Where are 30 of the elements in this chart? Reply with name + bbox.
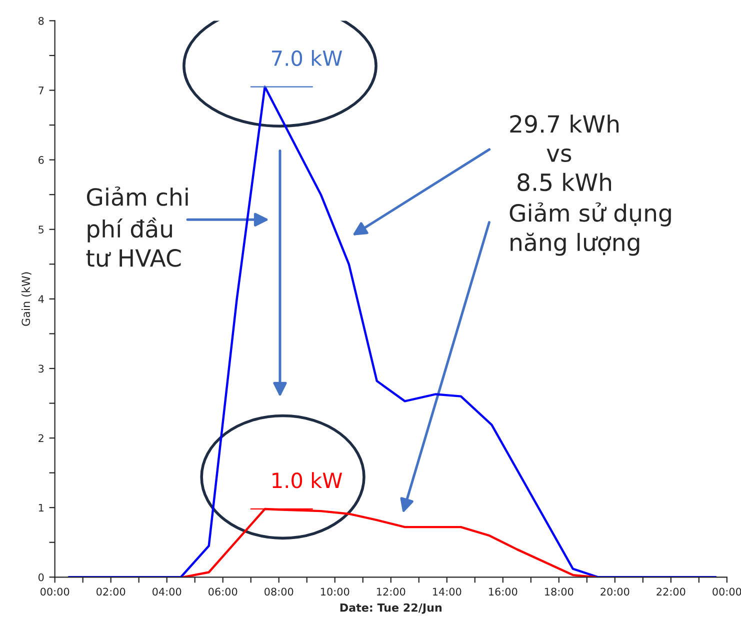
y-tick-label: 2 (38, 434, 44, 442)
x-tick-label: 10:00 (321, 588, 350, 596)
x-tick-label: 00:00 (40, 588, 70, 596)
x-tick-label: 06:00 (208, 588, 238, 596)
x-tick-label: 14:00 (433, 588, 462, 596)
y-tick-label: 4 (38, 295, 44, 303)
line-series (68, 86, 717, 578)
y-tick-label: 6 (38, 156, 44, 164)
y-axis-title: Gain (kW) (21, 272, 32, 326)
x-tick-label: 20:00 (600, 588, 630, 596)
x-axis-title: Date: Tue 22/Jun (340, 603, 442, 614)
y-tick-label: 0 (38, 573, 44, 582)
x-tick-label: 00:00 (712, 588, 741, 596)
y-tick-label: 1 (38, 504, 44, 512)
x-tick-label: 08:00 (264, 588, 294, 596)
y-tick-label: 8 (38, 16, 44, 25)
x-tick-label: 18:00 (545, 588, 574, 596)
y-tick-label: 7 (38, 86, 44, 94)
annotation: Giảm chi phí đầu tư HVAC (86, 186, 188, 267)
y-tick-label: 3 (38, 364, 44, 373)
x-tick-label: 16:00 (489, 588, 518, 596)
line-series (182, 508, 596, 578)
x-tick-label: 04:00 (152, 588, 182, 596)
annotation: 29.7 kWh vs 8.5 kWh Giảm sử dụng năng lượng (510, 114, 671, 256)
x-tick-label: 12:00 (377, 588, 406, 596)
annotation: 1.0 kW (272, 472, 342, 488)
y-tick-label: 5 (38, 226, 44, 234)
annotation: 7.0 kW (272, 50, 342, 66)
x-tick-label: 22:00 (656, 588, 686, 596)
x-tick-label: 02:00 (96, 588, 126, 596)
